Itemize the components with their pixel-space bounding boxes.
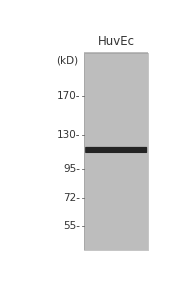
FancyBboxPatch shape — [85, 147, 147, 153]
Text: 130-: 130- — [57, 130, 81, 140]
Text: HuvEc: HuvEc — [98, 35, 135, 48]
Text: 95-: 95- — [64, 164, 81, 174]
Text: 55-: 55- — [64, 221, 81, 231]
Text: (kD): (kD) — [56, 56, 78, 66]
Bar — [84, 53, 148, 250]
Text: 170-: 170- — [57, 91, 81, 101]
Text: 72-: 72- — [64, 193, 81, 203]
